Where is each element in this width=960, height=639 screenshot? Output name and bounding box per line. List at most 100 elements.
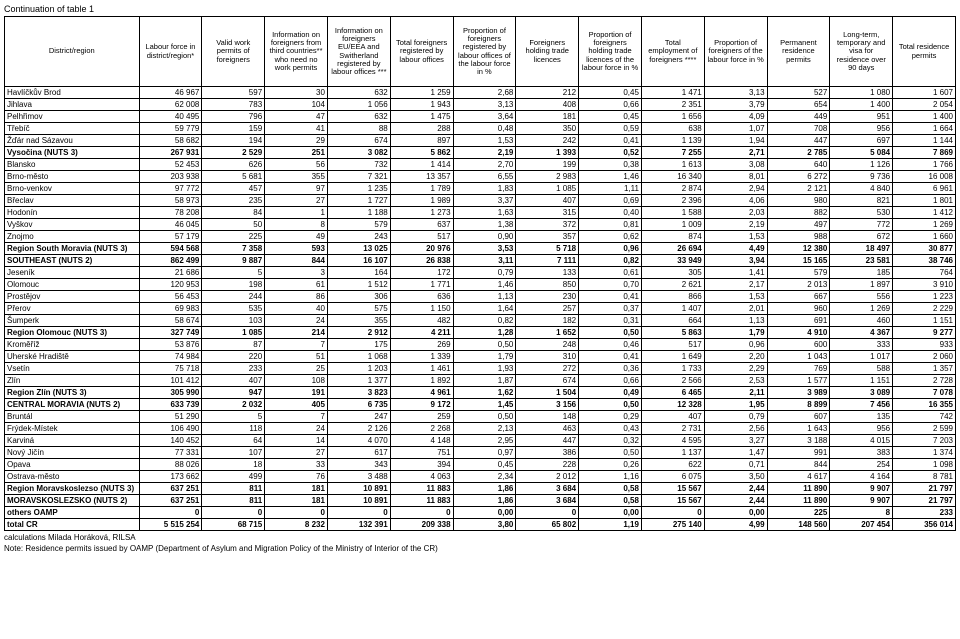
cell-value: 3 156: [516, 399, 579, 411]
footnote-2: Note: Residence permits issued by OAMP (…: [4, 544, 956, 553]
cell-value: 1,45: [453, 399, 516, 411]
column-header: Permanent residence permits: [767, 17, 830, 87]
cell-value: 447: [767, 135, 830, 147]
cell-value: 1 203: [327, 363, 390, 375]
cell-value: 697: [830, 135, 893, 147]
cell-value: 960: [767, 303, 830, 315]
cell-value: 1 151: [830, 375, 893, 387]
cell-value: 242: [516, 135, 579, 147]
cell-value: 0: [265, 507, 328, 519]
table-row: Hodonín78 2088411 1881 2731,633150,401 5…: [5, 207, 956, 219]
row-label: Region Moravskoslezso (NUTS 3): [5, 483, 140, 495]
cell-value: 7 358: [202, 243, 265, 255]
cell-value: 0,79: [704, 411, 767, 423]
cell-value: 11 890: [767, 495, 830, 507]
cell-value: 2 599: [893, 423, 956, 435]
table-row: Znojmo57 179225492435170,903570,628741,5…: [5, 231, 956, 243]
cell-value: 0,82: [579, 255, 642, 267]
cell-value: 3 082: [327, 147, 390, 159]
cell-value: 327 749: [139, 327, 202, 339]
cell-value: 1 801: [893, 195, 956, 207]
cell-value: 8: [265, 219, 328, 231]
cell-value: 1 643: [767, 423, 830, 435]
cell-value: 2,56: [704, 423, 767, 435]
cell-value: 1 056: [327, 99, 390, 111]
cell-value: 5: [202, 411, 265, 423]
cell-value: 97 772: [139, 183, 202, 195]
cell-value: 3,13: [704, 87, 767, 99]
cell-value: 2,19: [704, 219, 767, 231]
cell-value: 16 355: [893, 399, 956, 411]
table-row: Nový Jičín77 331107276177510,973860,501 …: [5, 447, 956, 459]
table-body: Havlíčkův Brod46 967597306321 2592,68212…: [5, 87, 956, 531]
cell-value: 2 012: [516, 471, 579, 483]
cell-value: 212: [516, 87, 579, 99]
cell-value: 597: [202, 87, 265, 99]
cell-value: 225: [767, 507, 830, 519]
cell-value: 52 453: [139, 159, 202, 171]
cell-value: 8 899: [767, 399, 830, 411]
column-header: District/region: [5, 17, 140, 87]
cell-value: 4 367: [830, 327, 893, 339]
cell-value: 667: [767, 291, 830, 303]
table-row: CENTRAL MORAVIA (NUTS 2)633 7392 0324056…: [5, 399, 956, 411]
cell-value: 7 255: [641, 147, 704, 159]
cell-value: 0: [327, 507, 390, 519]
row-label: Kroměříž: [5, 339, 140, 351]
row-label: Šumperk: [5, 315, 140, 327]
table-row: Karviná140 45264144 0704 1482,954470,324…: [5, 435, 956, 447]
table-row: Vyškov46 0455085796371,383720,811 0092,1…: [5, 219, 956, 231]
cell-value: 86: [265, 291, 328, 303]
cell-value: 742: [893, 411, 956, 423]
cell-value: 1 989: [390, 195, 453, 207]
cell-value: 1 400: [893, 111, 956, 123]
cell-value: 0,40: [579, 207, 642, 219]
cell-value: 191: [265, 387, 328, 399]
cell-value: 21 686: [139, 267, 202, 279]
cell-value: 159: [202, 123, 265, 135]
cell-value: 1,13: [453, 291, 516, 303]
cell-value: 1 188: [327, 207, 390, 219]
row-label: Region Olomouc (NUTS 3): [5, 327, 140, 339]
cell-value: 674: [327, 135, 390, 147]
cell-value: 225: [202, 231, 265, 243]
cell-value: 288: [390, 123, 453, 135]
cell-value: 796: [202, 111, 265, 123]
cell-value: 1 139: [641, 135, 704, 147]
cell-value: 0,37: [579, 303, 642, 315]
cell-value: 691: [767, 315, 830, 327]
cell-value: 18: [202, 459, 265, 471]
cell-value: 46 045: [139, 219, 202, 231]
cell-value: 51 290: [139, 411, 202, 423]
row-label: Pelhřimov: [5, 111, 140, 123]
table-header-row: District/regionLabour force in district/…: [5, 17, 956, 87]
row-label: Blansko: [5, 159, 140, 171]
column-header: Long-term, temporary and visa for reside…: [830, 17, 893, 87]
cell-value: 0,36: [579, 363, 642, 375]
cell-value: 4 164: [830, 471, 893, 483]
cell-value: 2,17: [704, 279, 767, 291]
cell-value: 0,96: [704, 339, 767, 351]
cell-value: 1,64: [453, 303, 516, 315]
cell-value: 0: [202, 507, 265, 519]
cell-value: 30 877: [893, 243, 956, 255]
cell-value: 49: [265, 231, 328, 243]
footnote-1: calculations Milada Horáková, RILSA: [4, 533, 956, 542]
cell-value: 2 396: [641, 195, 704, 207]
row-label: total CR: [5, 519, 140, 531]
cell-value: 84: [202, 207, 265, 219]
cell-value: 20 976: [390, 243, 453, 255]
cell-value: 3: [265, 267, 328, 279]
cell-value: 844: [265, 255, 328, 267]
cell-value: 636: [390, 291, 453, 303]
column-header: Proportion of foreigners registered by l…: [453, 17, 516, 87]
cell-value: 3,80: [453, 519, 516, 531]
cell-value: 0,50: [579, 327, 642, 339]
cell-value: 0,97: [453, 447, 516, 459]
cell-value: 33: [265, 459, 328, 471]
column-header: Valid work permits of foreigners: [202, 17, 265, 87]
cell-value: 0,00: [579, 507, 642, 519]
cell-value: 310: [516, 351, 579, 363]
table-row: Blansko52 453626567321 4142,701990,381 6…: [5, 159, 956, 171]
cell-value: 769: [767, 363, 830, 375]
